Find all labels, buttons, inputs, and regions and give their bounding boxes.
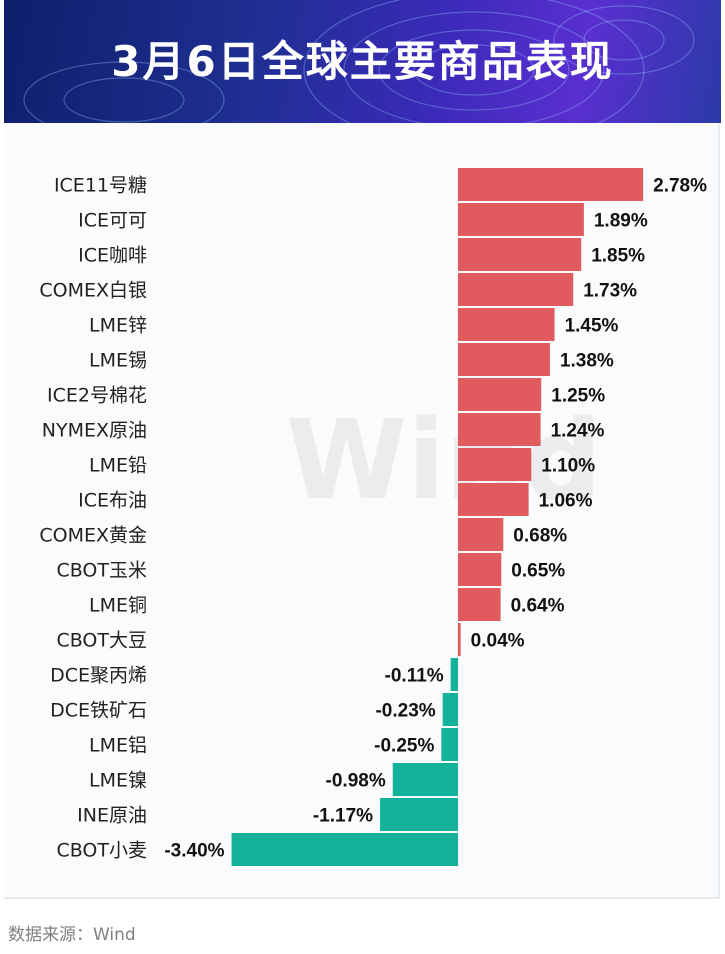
value-label-19: -3.40% (164, 841, 224, 862)
value-label-5: 1.38% (560, 351, 614, 372)
page-title: 3月6日全球主要商品表现 (111, 37, 614, 86)
category-label-13: CBOT大豆 (56, 630, 147, 652)
category-label-10: COMEX黄金 (39, 525, 147, 547)
value-label-6: 1.25% (551, 386, 605, 407)
bar-3 (458, 273, 574, 306)
bar-chart: Wind ICE11号糖 2.78% ICE可可 1.89% ICE咖啡 1.85% COM… (39, 166, 707, 868)
bar-2 (458, 238, 582, 271)
value-label-13: 0.04% (471, 631, 525, 652)
bar-1 (458, 203, 584, 236)
value-label-10: 0.68% (513, 526, 567, 547)
value-label-4: 1.45% (565, 316, 619, 337)
bar-13 (458, 623, 461, 656)
source-note: 数据来源：Wind (8, 925, 136, 945)
category-label-18: INE原油 (77, 805, 147, 827)
bar-10 (458, 518, 504, 551)
value-label-12: 0.64% (511, 596, 565, 617)
value-label-8: 1.10% (541, 456, 595, 477)
bar-15 (442, 693, 458, 726)
value-label-14: -0.11% (385, 666, 444, 687)
bar-8 (458, 448, 532, 481)
category-label-12: LME铜 (89, 595, 147, 617)
category-label-16: LME铝 (89, 735, 147, 757)
category-label-19: CBOT小麦 (56, 840, 147, 862)
value-label-3: 1.73% (583, 281, 637, 302)
value-label-7: 1.24% (551, 421, 605, 442)
category-label-4: LME锌 (89, 315, 147, 337)
bar-18 (380, 798, 458, 831)
bar-9 (458, 483, 529, 516)
category-label-0: ICE11号糖 (54, 175, 147, 197)
chart-panel: Wind ICE11号糖 2.78% ICE可可 1.89% ICE咖啡 1.85% COM… (4, 123, 720, 899)
category-label-6: ICE2号棉花 (47, 385, 147, 407)
category-label-5: LME锡 (89, 350, 147, 372)
bar-0 (458, 168, 644, 201)
category-label-1: ICE可可 (78, 210, 147, 232)
category-label-17: LME镍 (89, 770, 147, 792)
bar-4 (458, 308, 555, 341)
value-label-9: 1.06% (539, 491, 593, 512)
category-label-8: LME铅 (89, 455, 147, 477)
bar-12 (458, 588, 501, 621)
bar-14 (450, 658, 458, 691)
category-label-2: ICE咖啡 (78, 245, 147, 267)
banner-contour-pattern (23, 0, 695, 123)
watermark-text: Wind (286, 396, 602, 524)
category-label-15: DCE铁矿石 (50, 700, 147, 722)
value-label-15: -0.23% (375, 701, 435, 722)
category-label-3: COMEX白银 (39, 280, 147, 302)
category-label-14: DCE聚丙烯 (50, 665, 147, 687)
bar-19 (231, 833, 458, 866)
header-banner: 3月6日全球主要商品表现 (4, 0, 721, 123)
category-label-11: CBOT玉米 (56, 560, 147, 582)
bar-7 (458, 413, 541, 446)
value-label-16: -0.25% (374, 736, 434, 757)
bar-17 (392, 763, 458, 796)
category-label-7: NYMEX原油 (42, 420, 147, 442)
bar-6 (458, 378, 542, 411)
value-label-2: 1.85% (591, 246, 645, 267)
value-label-11: 0.65% (511, 561, 565, 582)
value-label-1: 1.89% (594, 211, 648, 232)
bar-5 (458, 343, 550, 376)
bar-11 (458, 553, 502, 586)
value-label-18: -1.17% (313, 806, 373, 827)
value-label-17: -0.98% (326, 771, 386, 792)
value-label-0: 2.78% (653, 176, 707, 197)
category-label-9: ICE布油 (78, 490, 147, 512)
bar-16 (441, 728, 458, 761)
